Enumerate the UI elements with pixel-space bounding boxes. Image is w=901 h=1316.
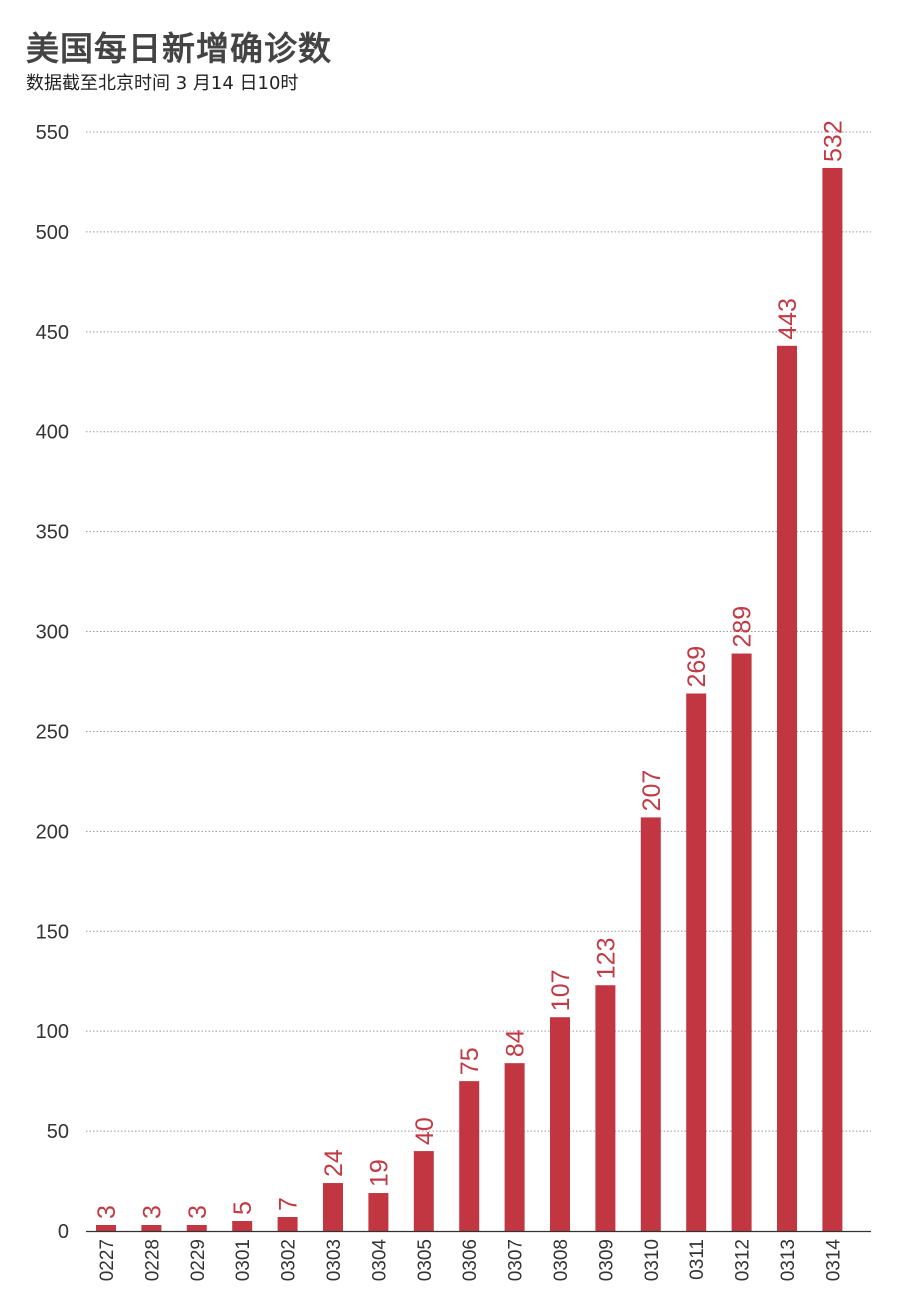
bar <box>186 1225 207 1231</box>
x-tick-label: 0311 <box>687 1239 708 1280</box>
x-tick-label: 0228 <box>142 1239 163 1281</box>
value-label: 3 <box>184 1205 212 1219</box>
bar <box>822 167 843 1231</box>
value-label: 289 <box>729 606 757 648</box>
bar <box>640 817 661 1231</box>
value-label: 269 <box>683 646 711 688</box>
value-label: 107 <box>547 969 575 1011</box>
x-tick-label: 0309 <box>596 1239 617 1281</box>
y-axis-ticks: 0 50 100 150 200 250 300 350 400 450 500 550 <box>36 122 69 1243</box>
x-tick-label: 0301 <box>233 1239 254 1281</box>
value-label: 3 <box>138 1205 166 1219</box>
bar <box>777 345 797 1232</box>
x-tick-label: 0312 <box>733 1239 754 1281</box>
value-label: 123 <box>592 938 620 980</box>
chart-subtitle: 数据截至北京时间 3 月14 日10时 <box>26 73 299 94</box>
x-tick-label: 0310 <box>642 1239 663 1281</box>
value-label: 75 <box>456 1047 484 1075</box>
x-tick-label: 0308 <box>551 1239 572 1281</box>
value-label: 84 <box>502 1029 530 1057</box>
x-tick-label: 0227 <box>97 1239 118 1281</box>
bar <box>141 1225 162 1231</box>
x-tick-label: 0306 <box>460 1239 481 1281</box>
y-tick-label: 0 <box>58 1221 69 1243</box>
value-label: 3 <box>93 1205 121 1219</box>
bar <box>277 1217 298 1231</box>
y-tick-label: 350 <box>36 522 69 544</box>
bar <box>368 1193 389 1231</box>
y-tick-label: 150 <box>36 921 69 943</box>
y-tick-label: 250 <box>36 721 69 743</box>
x-tick-label: 0229 <box>188 1239 209 1281</box>
bar <box>232 1221 253 1231</box>
value-label: 19 <box>365 1159 393 1187</box>
y-tick-label: 50 <box>47 1121 69 1143</box>
value-label: 443 <box>774 298 802 340</box>
value-labels: 3 3 3 5 7 24 19 40 75 84 107 123 207 269 289 443 532 <box>93 120 847 1219</box>
bar <box>323 1183 343 1231</box>
value-label: 532 <box>819 120 847 162</box>
bar <box>504 1063 525 1231</box>
bar <box>595 985 616 1231</box>
y-tick-label: 400 <box>36 422 69 444</box>
x-axis-labels: 0227 0228 0229 0301 0302 0303 0304 0305 0306 0307… <box>97 1239 844 1282</box>
x-tick-label: 0314 <box>823 1239 844 1282</box>
x-tick-label: 0302 <box>279 1239 300 1281</box>
y-tick-label: 300 <box>36 622 69 644</box>
bar <box>550 1017 570 1231</box>
x-tick-label: 0313 <box>778 1239 799 1281</box>
y-tick-label: 200 <box>36 821 69 843</box>
bar <box>731 653 752 1231</box>
x-tick-label: 0307 <box>506 1239 527 1281</box>
y-tick-label: 100 <box>36 1021 69 1043</box>
bar <box>459 1081 480 1231</box>
value-label: 7 <box>275 1197 303 1211</box>
bar <box>686 693 707 1231</box>
x-tick-label: 0305 <box>415 1239 436 1281</box>
value-label: 24 <box>320 1149 348 1177</box>
chart-title: 美国每日新增确诊数 <box>26 29 332 68</box>
bar <box>96 1225 116 1231</box>
y-tick-label: 450 <box>36 322 69 344</box>
y-tick-label: 500 <box>36 222 69 244</box>
bars <box>96 167 843 1232</box>
value-label: 5 <box>229 1201 257 1215</box>
value-label: 207 <box>638 770 666 812</box>
y-tick-label: 550 <box>36 122 69 144</box>
value-label: 40 <box>411 1117 439 1145</box>
x-tick-label: 0303 <box>324 1239 345 1281</box>
bar <box>413 1151 434 1231</box>
x-tick-label: 0304 <box>369 1239 390 1282</box>
